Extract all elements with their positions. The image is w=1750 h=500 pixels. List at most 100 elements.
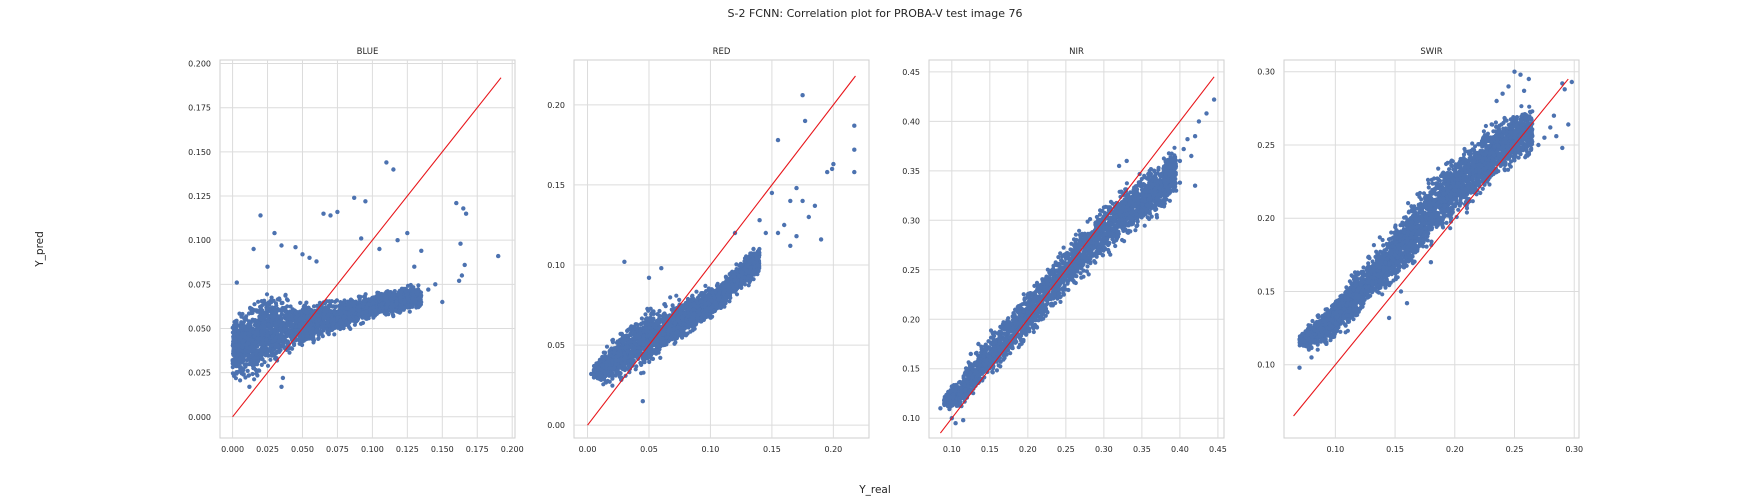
blue-point xyxy=(232,352,237,357)
red-point xyxy=(673,320,678,325)
blue-outlier-point xyxy=(462,262,467,268)
blue-point xyxy=(286,314,291,319)
red-point xyxy=(616,341,621,346)
red-point xyxy=(622,361,627,366)
blue-point xyxy=(259,317,265,322)
red-point xyxy=(688,304,693,309)
blue-point xyxy=(264,337,269,342)
red-point xyxy=(638,338,643,343)
red-x-tick-label: 0.15 xyxy=(763,445,781,454)
blue-point xyxy=(279,322,284,327)
red-point xyxy=(647,359,652,365)
blue-point xyxy=(407,309,412,314)
red-point xyxy=(622,356,627,361)
blue-point xyxy=(279,301,284,306)
red-point xyxy=(679,326,684,332)
blue-point xyxy=(240,344,245,349)
blue-outlier-point xyxy=(463,211,469,216)
blue-y-tick-label: 0.000 xyxy=(188,413,211,422)
blue-x-tick-label: 0.000 xyxy=(221,445,244,454)
blue-outlier-point xyxy=(409,303,414,308)
red-point xyxy=(672,341,677,346)
blue-point xyxy=(320,334,325,339)
blue-outlier-point xyxy=(300,252,305,257)
blue-point xyxy=(236,351,241,356)
blue-point xyxy=(409,299,414,304)
blue-point xyxy=(245,341,250,346)
blue-x-tick-label: 0.175 xyxy=(466,445,489,454)
blue-outlier-point xyxy=(458,241,463,246)
red-point xyxy=(688,329,693,334)
blue-point xyxy=(361,310,366,315)
blue-point xyxy=(280,342,286,347)
blue-outlier-point xyxy=(359,236,364,241)
blue-outlier-point xyxy=(328,213,333,218)
blue-outlier-point xyxy=(433,282,438,287)
red-point xyxy=(695,295,701,300)
red-point xyxy=(649,333,655,338)
red-point xyxy=(639,321,644,326)
blue-outlier-point xyxy=(419,248,424,253)
blue-point xyxy=(277,349,282,354)
blue-point xyxy=(268,357,273,362)
blue-point xyxy=(269,295,274,300)
blue-x-tick-label: 0.125 xyxy=(396,445,419,454)
blue-point xyxy=(302,306,307,311)
blue-point xyxy=(411,293,416,298)
blue-point xyxy=(247,348,253,354)
red-point xyxy=(610,383,615,388)
red-point xyxy=(652,348,657,353)
blue-point xyxy=(264,328,269,333)
red-y-tick-label: 0.20 xyxy=(547,101,565,110)
blue-y-tick-label: 0.200 xyxy=(188,60,211,69)
blue-point xyxy=(285,321,290,326)
blue-point xyxy=(262,298,267,303)
red-point xyxy=(648,349,653,354)
blue-outlier-point xyxy=(395,238,400,243)
red-point xyxy=(642,360,647,365)
red-point xyxy=(628,331,633,336)
blue-point xyxy=(334,298,339,303)
red-point xyxy=(600,368,605,373)
blue-point xyxy=(272,338,277,343)
blue-point xyxy=(316,336,321,341)
blue-outlier-point xyxy=(377,246,382,252)
blue-point xyxy=(338,326,343,332)
blue-point xyxy=(265,314,270,319)
blue-point xyxy=(248,360,253,365)
red-point xyxy=(616,354,621,359)
blue-point xyxy=(383,312,389,317)
red-point xyxy=(714,305,719,310)
blue-outlier-point xyxy=(363,199,368,204)
blue-point xyxy=(277,334,282,339)
red-point xyxy=(670,303,675,308)
blue-point xyxy=(390,312,396,317)
figure-y-label: Y_pred xyxy=(34,231,46,268)
blue-outlier-point xyxy=(272,230,277,236)
red-point xyxy=(638,331,643,336)
red-point xyxy=(717,294,722,299)
blue-x-tick-label: 0.050 xyxy=(291,445,314,454)
blue-point xyxy=(357,304,362,309)
blue-outlier-point xyxy=(454,200,459,206)
red-x-tick-label: 0.00 xyxy=(579,445,597,454)
red-point xyxy=(722,285,727,290)
blue-y-tick-label: 0.050 xyxy=(188,324,211,333)
blue-x-tick-label: 0.150 xyxy=(431,445,454,454)
red-point xyxy=(672,337,678,342)
red-point xyxy=(728,271,734,276)
red-point xyxy=(610,338,615,343)
red-point xyxy=(653,330,658,335)
blue-point xyxy=(251,366,256,371)
red-point xyxy=(691,303,697,308)
red-point xyxy=(611,373,616,378)
blue-point xyxy=(239,367,244,372)
blue-point xyxy=(273,311,279,317)
blue-point xyxy=(234,364,239,369)
blue-point xyxy=(315,322,320,327)
blue-point xyxy=(262,360,267,365)
blue-point xyxy=(250,352,255,357)
blue-point xyxy=(256,359,261,364)
red-point xyxy=(695,316,700,321)
